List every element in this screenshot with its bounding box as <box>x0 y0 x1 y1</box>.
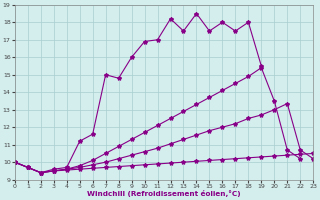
X-axis label: Windchill (Refroidissement éolien,°C): Windchill (Refroidissement éolien,°C) <box>87 190 241 197</box>
